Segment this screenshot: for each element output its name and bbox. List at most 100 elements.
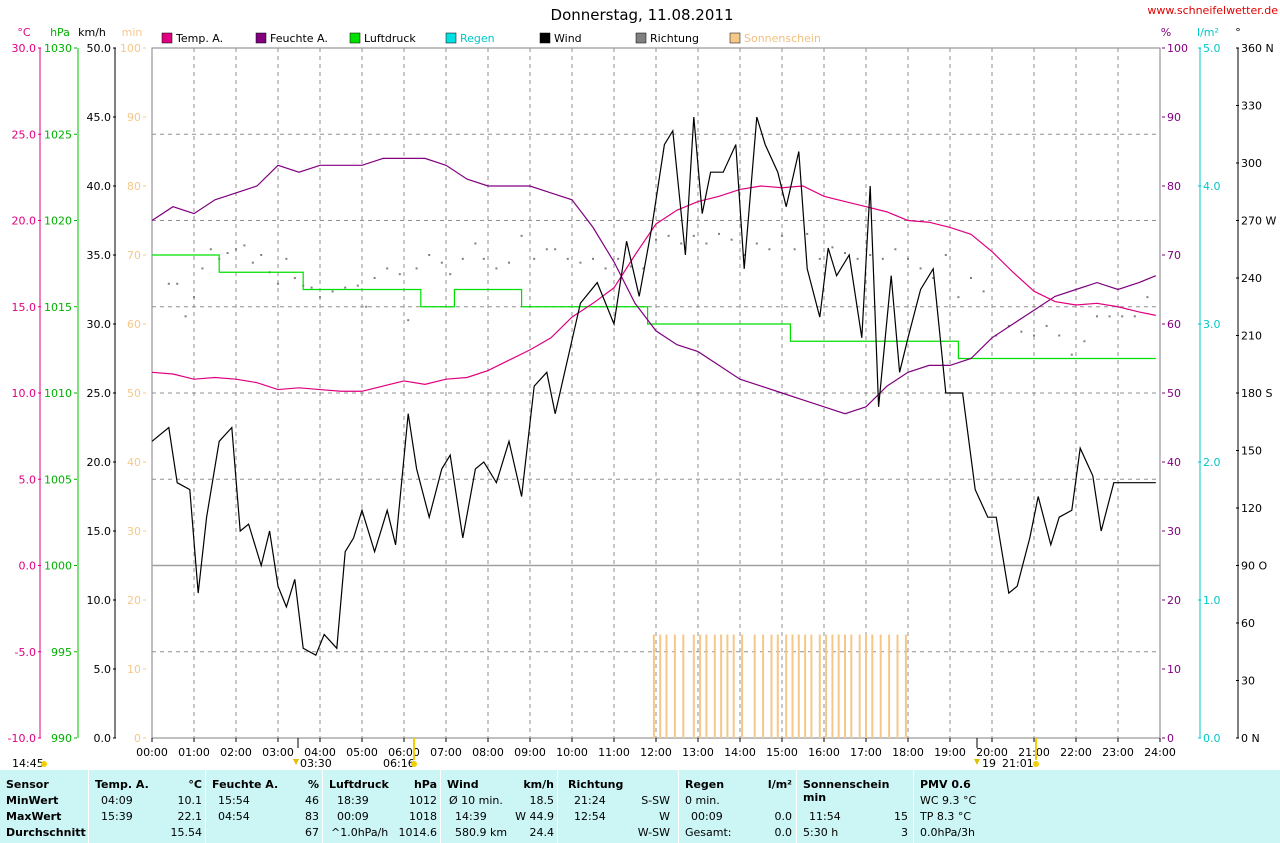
feuchte-header: Feuchte A. [212, 778, 279, 791]
wind-avg: 24.4 [529, 826, 555, 839]
direction-point [919, 267, 922, 270]
wind-axis-tick: 10.0 [87, 594, 112, 607]
direction-point [655, 238, 657, 241]
x-tick: 02:00 [220, 746, 252, 759]
marker-label: 03:30 [300, 757, 332, 770]
legend-label-5: Richtung [650, 32, 699, 45]
direction-point [1146, 296, 1149, 299]
humidity-axis-tick: 50 [1167, 387, 1181, 400]
direction-point [831, 246, 834, 249]
direction-point [277, 282, 279, 285]
legend-swatch-0 [161, 32, 173, 44]
x-tick: 10:00 [556, 746, 588, 759]
legend-label-2: Luftdruck [364, 32, 416, 45]
direction-point [869, 254, 872, 256]
direction-point [1096, 315, 1098, 318]
humidity-axis-tick: 20 [1167, 594, 1181, 607]
direction-axis-tick: 270 W [1241, 215, 1276, 228]
direction-point [310, 286, 313, 289]
luftdruck-min-time: 18:39 [337, 794, 369, 807]
wind-header: Wind [447, 778, 479, 791]
direction-point [386, 267, 389, 270]
series-temp-a- [151, 185, 1156, 392]
direction-point [856, 257, 859, 260]
richtung-header: Richtung [568, 778, 624, 791]
direction-point [579, 261, 582, 264]
direction-point [415, 267, 418, 270]
sun-axis-tick: 10 [127, 663, 141, 676]
x-tick: 11:00 [598, 746, 630, 759]
direction-point [604, 267, 607, 270]
col-luftdruck: Luftdruck hPa 18:39 1012 00:09 1018 ^1.0… [322, 770, 441, 843]
direction-point [957, 296, 960, 299]
temp-min: 10.1 [177, 794, 203, 807]
temp-avg: 15.54 [170, 826, 203, 839]
line-series [151, 116, 1157, 657]
sun-axis-tick: 20 [127, 594, 141, 607]
sensor-header: Sensor [6, 778, 49, 791]
richtung-r2-time: 12:54 [574, 810, 606, 823]
sun-axis-tick: 90 [127, 111, 141, 124]
direction-axis-tick: 90 O [1241, 560, 1267, 573]
sun-axis-tick: 60 [127, 318, 141, 331]
direction-point [1058, 334, 1061, 337]
unit-right-1: l/m² [1197, 26, 1219, 39]
wind-axis-tick: 45.0 [87, 111, 112, 124]
direction-axis-tick: 150 [1241, 445, 1262, 458]
row-min-label: MinWert [6, 794, 59, 807]
x-tick: 15:00 [766, 746, 798, 759]
moonset-icon [974, 759, 980, 765]
direction-axis-tick: 0 N [1241, 732, 1260, 745]
x-tick: 04:00 [304, 746, 336, 759]
direction-point [844, 252, 846, 255]
direction-point [705, 242, 708, 245]
direction-point [235, 248, 237, 251]
direction-point [1083, 340, 1086, 343]
moonrise-icon [293, 759, 299, 765]
direction-point [398, 273, 401, 276]
direction-axis-tick: 300 [1241, 157, 1262, 170]
chart-title: Donnerstag, 11.08.2011 [551, 6, 734, 24]
direction-point [629, 265, 632, 268]
x-tick: 07:00 [430, 746, 462, 759]
regen-r1-label: 0 min. [685, 794, 720, 807]
direction-point [474, 242, 477, 245]
row-avg-label: Durchschnitt [6, 826, 86, 839]
wind-axis-tick: 25.0 [87, 387, 112, 400]
pmv-windchill: WC 9.3 °C [920, 794, 977, 807]
x-tick: 17:00 [850, 746, 882, 759]
direction-axis-tick: 30 [1241, 675, 1255, 688]
direction-point [1007, 324, 1010, 327]
direction-point [617, 257, 620, 260]
wind-avg10: 18.5 [529, 794, 555, 807]
pressure-axis-tick: 1000 [44, 560, 72, 573]
direction-point [373, 277, 376, 279]
x-tick: 19:00 [934, 746, 966, 759]
col-wind: Wind km/h Ø 10 min. 18.5 14:39 W 44.9 58… [440, 770, 558, 843]
direction-point [642, 267, 645, 270]
col-sonne: Sonnenschein min 11:54 15 5:30 h 3 [796, 770, 914, 843]
legend: Temp. A. Feuchte A. Luftdruck Regen Wind Rich… [161, 32, 821, 45]
col-temp: Temp. A. °C 04:09 10.1 15:39 22.1 15.54 [88, 770, 206, 843]
regen-total: 0.0 [774, 826, 793, 839]
regen-max: 0.0 [774, 810, 793, 823]
x-tick: 23:00 [1102, 746, 1134, 759]
direction-point [932, 277, 935, 279]
pressure-axis-tick: 995 [51, 646, 72, 659]
direction-point [1133, 315, 1136, 318]
x-tick: 13:00 [682, 746, 714, 759]
luftdruck-max: 1018 [409, 810, 437, 823]
sun-axis-tick: 50 [127, 387, 141, 400]
sonne-header: Sonnenschein min [803, 778, 890, 804]
row-max-label: MaxWert [6, 810, 62, 823]
regen-total-label: Gesamt: [685, 826, 732, 839]
direction-point [184, 315, 187, 318]
direction-point [970, 277, 972, 279]
x-tick: 03:00 [262, 746, 294, 759]
pressure-axis-tick: 1030 [44, 42, 72, 55]
sun-icon [41, 761, 47, 767]
direction-point [331, 290, 334, 293]
x-tick: 14:00 [724, 746, 756, 759]
direction-axis-tick: 180 S [1241, 387, 1272, 400]
wind-axis-tick: 5.0 [94, 663, 112, 676]
